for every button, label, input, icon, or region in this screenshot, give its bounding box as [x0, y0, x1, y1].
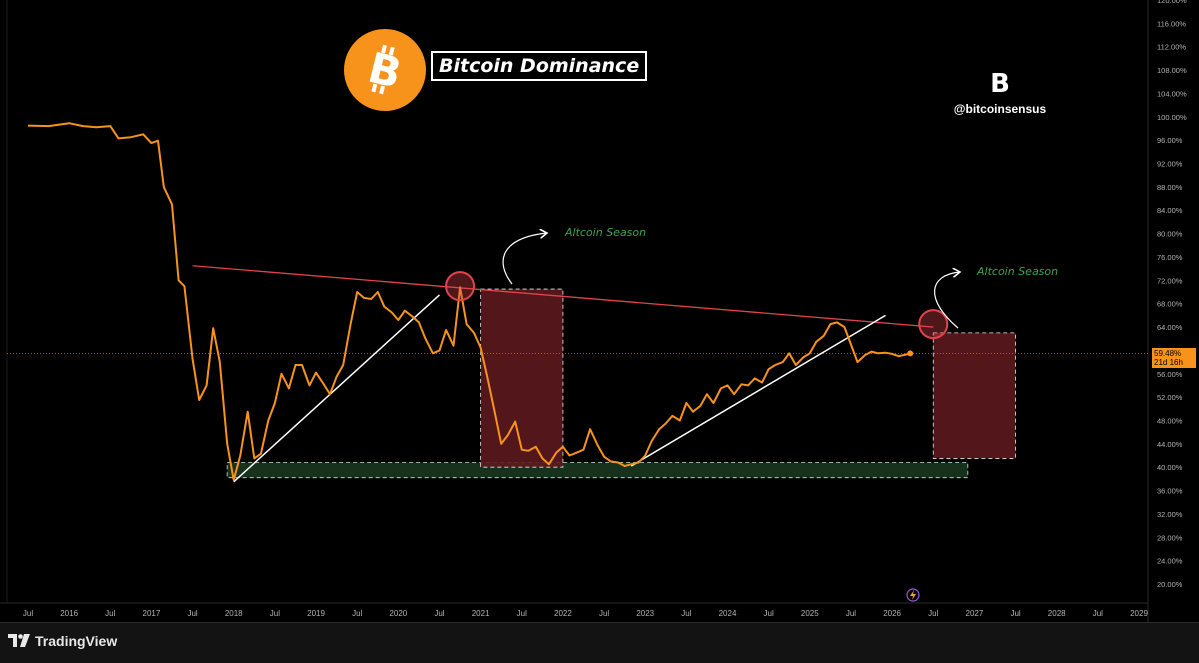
altcoin-season-zone: [480, 288, 564, 468]
x-tick-label: Jul: [23, 609, 33, 618]
candle-countdown: 21d 16h: [1154, 358, 1183, 367]
y-tick-label: 24.00%: [1157, 557, 1183, 566]
footer-bar: TradingView: [0, 622, 1199, 663]
x-tick-label: 2026: [883, 609, 901, 618]
x-tick-label: 2020: [389, 609, 407, 618]
y-tick-label: 68.00%: [1157, 300, 1183, 309]
y-tick-label: 32.00%: [1157, 510, 1183, 519]
x-axis: Jul 2016 Jul 2017 Jul 2018 Jul 2019 Jul 2020 Jul 20…: [23, 609, 1149, 618]
y-axis: 120.00% 116.00% 112.00% 108.00% 104.00% 100.0…: [1157, 0, 1187, 589]
x-tick-label: Jul: [599, 609, 609, 618]
y-tick-label: 96.00%: [1157, 136, 1183, 145]
y-tick-label: 104.00%: [1157, 89, 1187, 98]
y-tick-label: 116.00%: [1157, 19, 1186, 28]
rejection-circle: [445, 271, 476, 302]
x-tick-label: Jul: [1010, 609, 1020, 618]
dominance-series-line: [27, 122, 911, 481]
x-tick-label: 2028: [1048, 609, 1066, 618]
brand-block: B @bitcoinsensus: [940, 70, 1060, 116]
brand-logo-icon: B: [990, 69, 1010, 99]
x-tick-label: 2017: [143, 609, 161, 618]
x-tick-label: 2023: [636, 609, 654, 618]
x-tick-label: Jul: [270, 609, 280, 618]
chart-annotations: Altcoin Season Altcoin Season: [502, 226, 1058, 329]
y-tick-label: 92.00%: [1157, 160, 1183, 169]
y-tick-label: 52.00%: [1157, 393, 1183, 402]
current-price-tag: 59.48% 21d 16h: [1152, 348, 1196, 368]
annotation-altcoin-season-1: Altcoin Season: [564, 226, 646, 239]
tradingview-logo-icon: [8, 634, 30, 647]
lightning-icon[interactable]: [906, 588, 920, 602]
x-tick-label: 2022: [554, 609, 572, 618]
svg-text:B: B: [363, 43, 406, 98]
support-zone: [226, 462, 969, 479]
x-tick-label: Jul: [434, 609, 444, 618]
annotation-altcoin-season-2: Altcoin Season: [976, 265, 1058, 278]
chart-zones: [226, 288, 1016, 479]
y-tick-label: 56.00%: [1157, 370, 1183, 379]
chart-grid: [0, 0, 1149, 622]
y-tick-label: 84.00%: [1157, 206, 1183, 215]
y-tick-label: 44.00%: [1157, 440, 1183, 449]
y-tick-label: 28.00%: [1157, 533, 1183, 542]
bitcoin-logo-icon: B: [344, 29, 426, 111]
uptrend-line: [630, 314, 886, 467]
chart-title: Bitcoin Dominance: [431, 51, 648, 81]
tradingview-logo[interactable]: TradingView: [8, 633, 117, 649]
x-tick-label: 2029: [1130, 609, 1148, 618]
x-tick-label: Jul: [681, 609, 691, 618]
x-tick-label: Jul: [764, 609, 774, 618]
current-price-value: 59.48%: [1154, 349, 1182, 358]
x-tick-label: Jul: [1093, 609, 1103, 618]
altcoin-season-zone: [932, 332, 1016, 459]
y-tick-label: 76.00%: [1157, 253, 1183, 262]
dominance-chart[interactable]: Altcoin Season Altcoin Season 120.00% 116…: [0, 0, 1199, 622]
y-tick-label: 112.00%: [1157, 43, 1186, 52]
resistance-trendline: [192, 265, 934, 328]
y-tick-label: 20.00%: [1157, 580, 1183, 589]
x-tick-label: Jul: [846, 609, 856, 618]
brand-handle: @bitcoinsensus: [953, 102, 1047, 116]
y-tick-label: 80.00%: [1157, 230, 1183, 239]
y-tick-label: 72.00%: [1157, 276, 1183, 285]
last-price-point: [907, 350, 914, 357]
x-tick-label: Jul: [928, 609, 938, 618]
rejection-circle: [918, 309, 949, 340]
x-tick-label: 2027: [966, 609, 984, 618]
x-tick-label: 2018: [225, 609, 243, 618]
y-tick-label: 88.00%: [1157, 183, 1183, 192]
x-tick-label: 2019: [307, 609, 325, 618]
x-tick-label: 2025: [801, 609, 819, 618]
arrow-1: [502, 233, 547, 285]
x-tick-label: Jul: [517, 609, 527, 618]
y-tick-label: 64.00%: [1157, 323, 1183, 332]
arrow-2: [934, 272, 960, 329]
uptrend-line: [233, 294, 440, 483]
y-tick-label: 108.00%: [1157, 66, 1187, 75]
y-tick-label: 36.00%: [1157, 487, 1183, 496]
y-tick-label: 120.00%: [1157, 0, 1187, 5]
y-tick-label: 40.00%: [1157, 463, 1183, 472]
y-tick-label: 100.00%: [1157, 113, 1187, 122]
x-tick-label: Jul: [105, 609, 115, 618]
x-tick-label: 2024: [719, 609, 737, 618]
y-tick-label: 48.00%: [1157, 416, 1183, 425]
chart-lines: [7, 122, 1148, 483]
x-tick-label: 2016: [60, 609, 78, 618]
tradingview-label: TradingView: [35, 633, 118, 649]
x-tick-label: Jul: [352, 609, 362, 618]
x-tick-label: Jul: [187, 609, 197, 618]
x-tick-label: 2021: [472, 609, 490, 618]
